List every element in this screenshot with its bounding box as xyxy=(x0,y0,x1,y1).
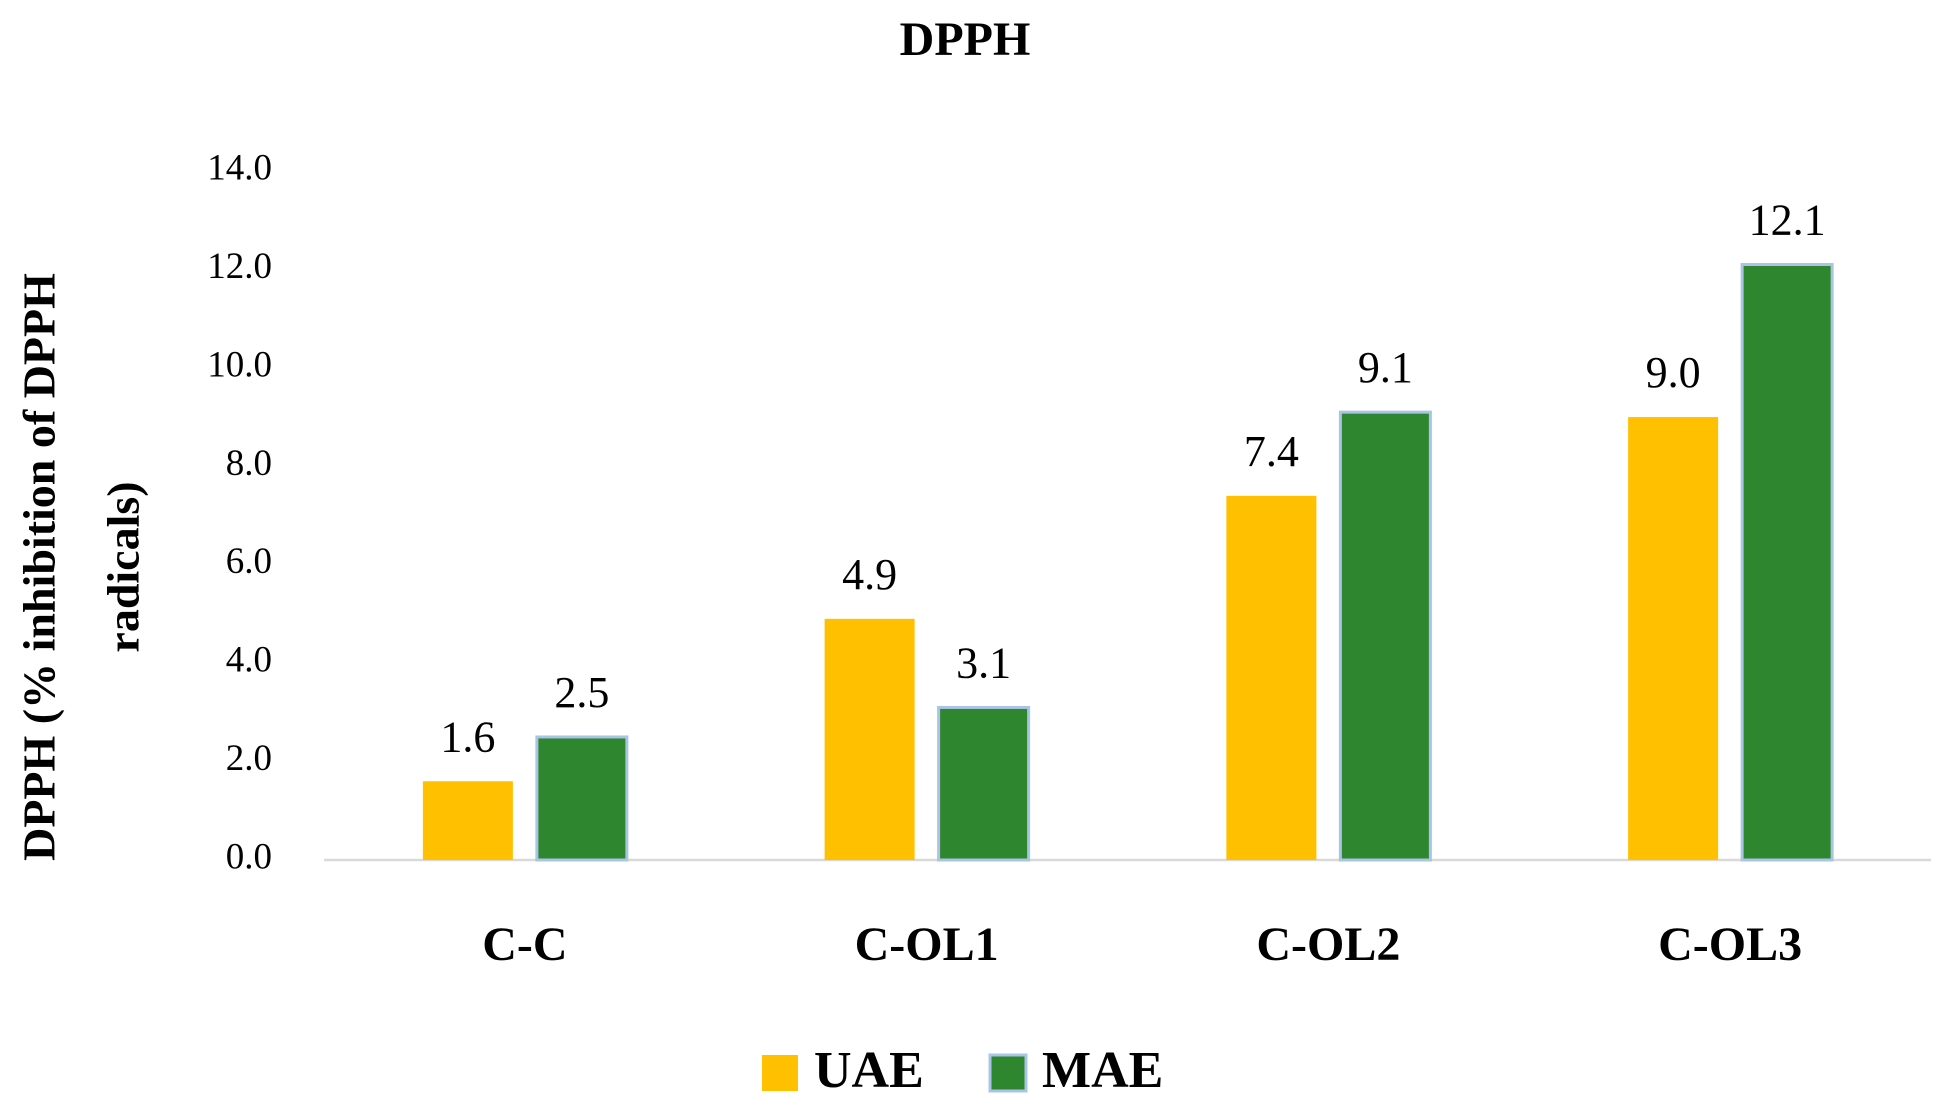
y-tick-label: 4.0 xyxy=(226,640,272,681)
value-label: 9.0 xyxy=(1646,348,1701,397)
y-tick-label: 8.0 xyxy=(226,443,272,484)
bar xyxy=(1338,410,1432,862)
legend-swatch xyxy=(762,1055,798,1091)
y-tick-label: 0.0 xyxy=(226,836,272,877)
legend-label: MAE xyxy=(1042,1042,1163,1099)
x-tick-label: C-C xyxy=(482,918,567,971)
value-label: 9.1 xyxy=(1358,343,1413,392)
value-label: 12.1 xyxy=(1749,196,1826,245)
y-tick-label: 14.0 xyxy=(207,147,272,188)
value-label: 1.6 xyxy=(440,712,495,761)
y-tick-label: 2.0 xyxy=(226,738,272,779)
x-tick-label: C-OL3 xyxy=(1658,918,1802,971)
bar xyxy=(1740,263,1834,862)
value-label: 4.9 xyxy=(842,550,897,599)
bar xyxy=(937,705,1031,862)
y-tick-label: 12.0 xyxy=(207,246,272,287)
legend-swatch xyxy=(988,1053,1028,1093)
y-axis-title: radicals) xyxy=(98,481,149,652)
bar xyxy=(1226,495,1317,860)
y-tick-label: 6.0 xyxy=(226,541,272,582)
y-tick-label: 10.0 xyxy=(207,344,272,385)
bar xyxy=(824,618,915,860)
x-tick-label: C-OL2 xyxy=(1256,918,1400,971)
bar xyxy=(535,735,629,862)
bar xyxy=(1628,417,1719,860)
bar xyxy=(422,781,513,860)
y-axis-title: DPPH (% inhibition of DPPH xyxy=(14,273,65,861)
value-label: 3.1 xyxy=(956,639,1011,688)
value-label: 7.4 xyxy=(1244,427,1299,476)
x-tick-label: C-OL1 xyxy=(855,918,999,971)
chart-title: DPPH xyxy=(900,13,1031,66)
value-label: 2.5 xyxy=(554,668,609,717)
legend-label: UAE xyxy=(814,1042,924,1099)
